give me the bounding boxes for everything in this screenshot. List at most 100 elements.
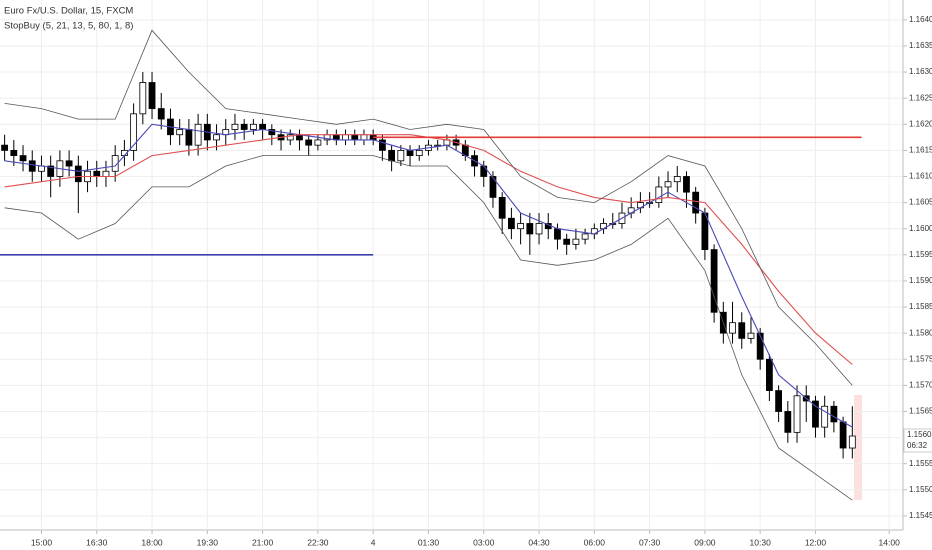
candle-body (683, 176, 690, 193)
y-tick-label: 1.15750 (909, 354, 932, 363)
candle-body (775, 390, 783, 412)
candle-body (10, 149, 18, 157)
candle-body (28, 160, 36, 172)
candle-body (710, 249, 718, 313)
y-tick-label: 1.16250 (909, 93, 932, 102)
x-tick-label: 19:30 (197, 537, 219, 547)
x-tick-label: 22:30 (307, 537, 329, 547)
candle-body (793, 395, 801, 433)
candle-body (747, 332, 755, 339)
candle-body (812, 400, 819, 428)
candle-body (240, 123, 248, 130)
candle-body (830, 405, 838, 423)
candle-body (268, 129, 276, 136)
candle-body (664, 181, 672, 188)
candle-body (480, 165, 488, 177)
candle-body (498, 196, 506, 219)
x-tick-label: 18:00 (141, 537, 163, 547)
x-tick-label: 16:30 (86, 537, 108, 547)
x-tick-label: 4 (371, 537, 376, 547)
candle-body (286, 134, 294, 141)
chart-title: Euro Fx/U.S. Dollar, 15, FXCM (4, 6, 133, 17)
candle-body (378, 139, 386, 151)
candle-body (65, 160, 73, 167)
candle-body (765, 358, 773, 391)
indicator-label: StopBuy (5, 21, 13, 5, 80, 1, 8) (4, 21, 133, 32)
y-tick-label: 1.15850 (909, 302, 932, 311)
candle-body (249, 123, 257, 130)
y-tick-label: 1.15900 (909, 276, 932, 285)
x-tick-label: 07:30 (639, 537, 661, 547)
candle-body (581, 233, 589, 240)
candle-body (213, 134, 220, 141)
candle-body (526, 223, 534, 235)
candle-body (406, 149, 414, 157)
candle-body (259, 123, 267, 130)
last-price-label: 1.15603 (907, 430, 932, 439)
candle-body (729, 322, 736, 334)
candle-body (19, 155, 27, 162)
candle-body (415, 149, 423, 157)
candle-body (47, 165, 55, 177)
y-tick-label: 1.16000 (909, 224, 932, 233)
indicator-line (4, 29, 853, 386)
candle-body (784, 411, 792, 433)
y-tick-label: 1.16150 (909, 145, 932, 154)
x-tick-label: 10:30 (750, 537, 772, 547)
candle-body (194, 123, 202, 146)
y-tick-label: 1.16100 (909, 172, 932, 181)
candle-body (554, 228, 561, 240)
y-tick-label: 1.15500 (909, 485, 932, 494)
candle-body (388, 149, 396, 162)
y-tick-label: 1.15550 (909, 459, 932, 468)
candle-body (139, 82, 147, 115)
candle-body (231, 123, 239, 130)
indicator-line (4, 123, 853, 428)
candle-body (360, 134, 368, 141)
candle-body (157, 108, 165, 120)
candle-body (738, 322, 746, 339)
forecast-zone (854, 395, 862, 500)
candle-body (314, 139, 322, 146)
x-tick-label: 03:00 (473, 537, 495, 547)
x-tick-label: 01:30 (418, 537, 440, 547)
x-tick-label: 21:00 (252, 537, 274, 547)
candle-body (563, 238, 571, 245)
candle-body (185, 129, 193, 146)
last-price-box (903, 428, 932, 453)
y-tick-label: 1.15450 (909, 511, 932, 520)
y-tick-label: 1.16350 (909, 41, 932, 50)
x-tick-label: 12:00 (805, 537, 827, 547)
y-tick-label: 1.15650 (909, 407, 932, 416)
candle-body (1, 144, 9, 151)
candle-body (507, 217, 515, 230)
indicator-line (4, 155, 853, 501)
candle-body (93, 170, 101, 177)
candle-body (572, 238, 580, 245)
y-tick-label: 1.16400 (909, 15, 932, 24)
candle-body (176, 129, 184, 136)
candle-body (673, 176, 681, 183)
y-tick-label: 1.15800 (909, 328, 932, 337)
x-tick-label: 04:30 (528, 537, 550, 547)
candle-body (839, 421, 847, 449)
candle-body (305, 139, 313, 146)
countdown-label: 06:32 (907, 441, 928, 450)
candle-body (756, 332, 764, 360)
candle-body (517, 223, 525, 230)
candle-body (148, 82, 156, 110)
candle-body (351, 134, 359, 141)
candle-body (342, 134, 349, 141)
x-tick-label: 15:00 (31, 537, 53, 547)
candle-body (74, 165, 82, 183)
candle-body (655, 186, 663, 204)
candle-body (848, 435, 856, 449)
y-tick-label: 1.15700 (909, 380, 932, 389)
x-tick-label: 06:00 (584, 537, 606, 547)
candle-body (397, 149, 405, 162)
y-tick-label: 1.15950 (909, 250, 932, 259)
candle-body (535, 223, 543, 235)
candle-body (821, 405, 829, 428)
candle-body (102, 170, 110, 177)
